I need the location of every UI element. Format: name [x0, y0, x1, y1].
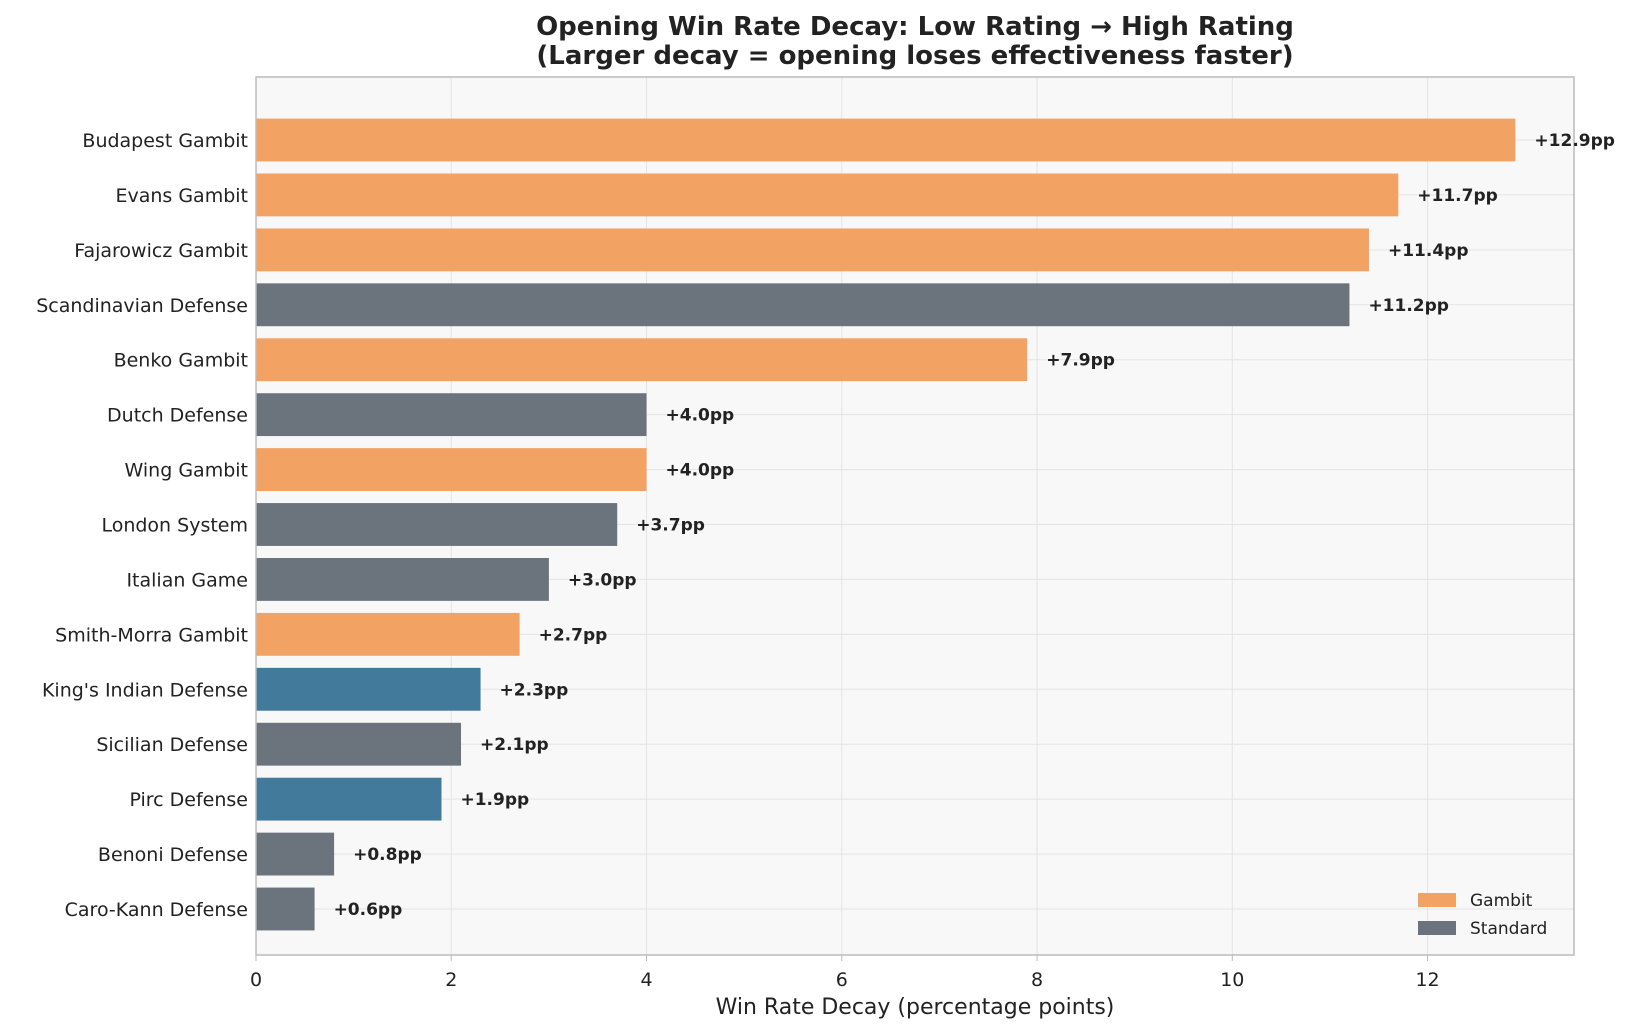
x-tick-label: 6	[836, 969, 848, 991]
x-tick-label: 4	[640, 969, 652, 991]
x-tick-label: 2	[445, 969, 457, 991]
bar-value-label: +12.9pp	[1534, 131, 1615, 151]
bar-value-label: +11.4pp	[1388, 241, 1469, 261]
bar-value-label: +4.0pp	[666, 406, 735, 426]
x-tick-label: 8	[1031, 969, 1043, 991]
bar-value-label: +0.6pp	[334, 900, 403, 920]
bar-value-label: +2.3pp	[500, 680, 569, 700]
bar	[256, 558, 549, 601]
bar-value-label: +1.9pp	[460, 790, 529, 810]
bars	[256, 118, 1516, 931]
y-category-label: Budapest Gambit	[82, 130, 248, 152]
bar	[256, 283, 1350, 327]
bar	[256, 393, 647, 437]
x-axis-ticks: 0 2 4 6 8 10 12	[250, 955, 1440, 991]
x-tick-label: 10	[1220, 969, 1244, 991]
legend-swatch-standard	[1418, 921, 1456, 935]
bar	[256, 612, 520, 656]
bar-value-label: +11.7pp	[1417, 186, 1498, 206]
bar-value-label: +3.7pp	[636, 516, 705, 536]
y-axis-labels: Budapest Gambit Evans Gambit Fajarowicz Ga…	[36, 130, 248, 921]
bar	[256, 503, 618, 546]
x-tick-label: 0	[250, 969, 262, 991]
y-category-label: London System	[101, 515, 248, 537]
y-category-label: Dutch Defense	[107, 405, 248, 427]
legend: Gambit Standard	[1418, 891, 1547, 939]
y-category-label: Scandinavian Defense	[36, 295, 248, 317]
y-category-label: Smith-Morra Gambit	[55, 624, 248, 646]
y-category-label: Evans Gambit	[115, 185, 248, 207]
y-category-label: Fajarowicz Gambit	[74, 240, 248, 262]
plot-frame	[255, 76, 1575, 956]
bar	[256, 777, 442, 821]
bar	[256, 887, 315, 931]
legend-label-gambit: Gambit	[1470, 891, 1533, 911]
y-category-label: Italian Game	[126, 569, 248, 591]
y-category-label: Sicilian Defense	[96, 734, 248, 756]
bar	[256, 173, 1399, 217]
bar	[256, 118, 1516, 162]
y-category-label: Wing Gambit	[125, 460, 248, 482]
y-category-label: Caro-Kann Defense	[65, 899, 248, 921]
data-labels: +12.9pp +11.7pp +11.4pp +11.2pp +7.9pp +4.0pp…	[334, 131, 1615, 920]
chart-title-line-2: (Larger decay = opening loses effectiven…	[536, 41, 1293, 71]
y-category-label: King's Indian Defense	[42, 679, 248, 701]
y-category-label: Benko Gambit	[114, 350, 248, 372]
bar-value-label: +0.8pp	[353, 845, 422, 865]
y-category-label: Pirc Defense	[129, 789, 248, 811]
y-category-label: Benoni Defense	[98, 844, 248, 866]
bar	[256, 832, 335, 876]
legend-swatch-gambit	[1418, 893, 1456, 907]
bar-value-label: +2.7pp	[539, 625, 608, 645]
bar-value-label: +11.2pp	[1368, 296, 1449, 316]
bar	[256, 722, 462, 766]
bar-value-label: +2.1pp	[480, 735, 549, 755]
bar	[256, 338, 1028, 382]
x-tick-label: 12	[1415, 969, 1439, 991]
bar	[256, 667, 481, 711]
x-axis-label: Win Rate Decay (percentage points)	[716, 995, 1115, 1020]
legend-label-standard: Standard	[1470, 919, 1547, 939]
bar-value-label: +4.0pp	[666, 461, 735, 481]
chart-title-line-1: Opening Win Rate Decay: Low Rating → Hig…	[536, 12, 1294, 42]
bar-value-label: +7.9pp	[1046, 351, 1115, 371]
bar-value-label: +3.0pp	[568, 570, 637, 590]
bar	[256, 448, 647, 491]
bar	[256, 228, 1369, 272]
